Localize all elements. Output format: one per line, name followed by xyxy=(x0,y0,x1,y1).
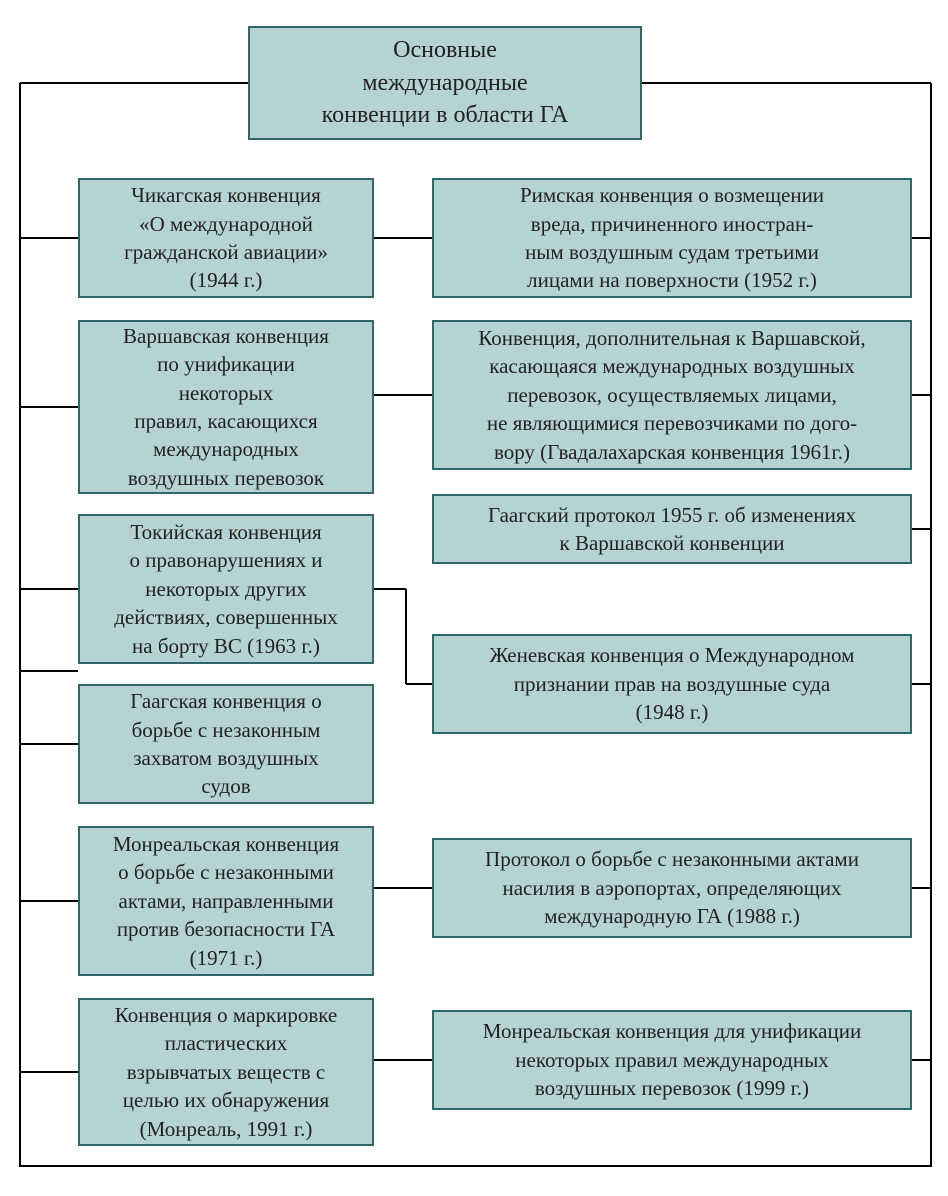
right-stub-0 xyxy=(912,237,931,239)
left-stub-5 xyxy=(20,1071,78,1073)
elbow-0-h-top xyxy=(374,588,406,590)
bottom-connector xyxy=(19,1165,932,1167)
root-box: Основные международные конвенции в облас… xyxy=(248,26,642,140)
right-stub-3 xyxy=(912,683,931,685)
box-r6-label: Монреальская конвенция для унификации не… xyxy=(483,1017,861,1102)
root-box-label: Основные международные конвенции в облас… xyxy=(322,34,569,131)
mid-connector-1 xyxy=(374,394,432,396)
box-r1: Римская конвенция о возмещении вреда, пр… xyxy=(432,178,912,298)
box-r3: Гаагский протокол 1955 г. об изменениях … xyxy=(432,494,912,564)
left-stub-4 xyxy=(20,900,78,902)
box-r2-label: Конвенция, дополнительная к Варшавской, … xyxy=(478,324,865,466)
box-l2: Варшавская конвенция по унификации некот… xyxy=(78,320,374,494)
box-l5: Монреальская конвенция о борьбе с незако… xyxy=(78,826,374,976)
box-l1-label: Чикагская конвенция «О международной гра… xyxy=(124,181,328,294)
right-stub-4 xyxy=(912,887,931,889)
box-l5-label: Монреальская конвенция о борьбе с незако… xyxy=(113,830,339,972)
left-stub-0 xyxy=(20,237,78,239)
spine-right xyxy=(930,83,932,1166)
elbow-0-v-mid xyxy=(405,589,407,684)
left-stub-3 xyxy=(20,743,78,745)
box-l3: Токийская конвенция о правонарушениях и … xyxy=(78,514,374,664)
mid-connector-0 xyxy=(374,237,432,239)
elbow-0-h-end xyxy=(406,683,432,685)
right-stub-5 xyxy=(912,1059,931,1061)
box-r5: Протокол о борьбе с незаконными актами н… xyxy=(432,838,912,938)
box-l4-label: Гаагская конвенция о борьбе с незаконным… xyxy=(130,687,321,800)
elbow-0-h0 xyxy=(20,588,78,590)
box-r4-label: Женевская конвенция о Международном приз… xyxy=(490,641,855,726)
box-r3-label: Гаагский протокол 1955 г. об изменениях … xyxy=(488,501,856,558)
box-l2-label: Варшавская конвенция по унификации некот… xyxy=(123,322,329,492)
left-stub-1 xyxy=(20,406,78,408)
right-stub-1 xyxy=(912,394,931,396)
box-r4: Женевская конвенция о Международном приз… xyxy=(432,634,912,734)
box-r5-label: Протокол о борьбе с незаконными актами н… xyxy=(485,845,859,930)
spine-left xyxy=(19,83,21,1166)
mid-connector-2 xyxy=(374,887,432,889)
top-connector-1 xyxy=(642,82,931,84)
box-l1: Чикагская конвенция «О международной гра… xyxy=(78,178,374,298)
diagram-canvas: Основные международные конвенции в облас… xyxy=(0,0,948,1196)
box-l6: Конвенция о маркировке пластических взры… xyxy=(78,998,374,1146)
box-l6-label: Конвенция о маркировке пластических взры… xyxy=(115,1001,338,1143)
box-r6: Монреальская конвенция для унификации не… xyxy=(432,1010,912,1110)
box-l4: Гаагская конвенция о борьбе с незаконным… xyxy=(78,684,374,804)
right-stub-2 xyxy=(912,528,931,530)
top-connector-0 xyxy=(20,82,248,84)
box-l3-label: Токийская конвенция о правонарушениях и … xyxy=(114,518,338,660)
box-r2: Конвенция, дополнительная к Варшавской, … xyxy=(432,320,912,470)
left-stub-2 xyxy=(20,670,78,672)
mid-connector-3 xyxy=(374,1059,432,1061)
box-r1-label: Римская конвенция о возмещении вреда, пр… xyxy=(520,181,824,294)
